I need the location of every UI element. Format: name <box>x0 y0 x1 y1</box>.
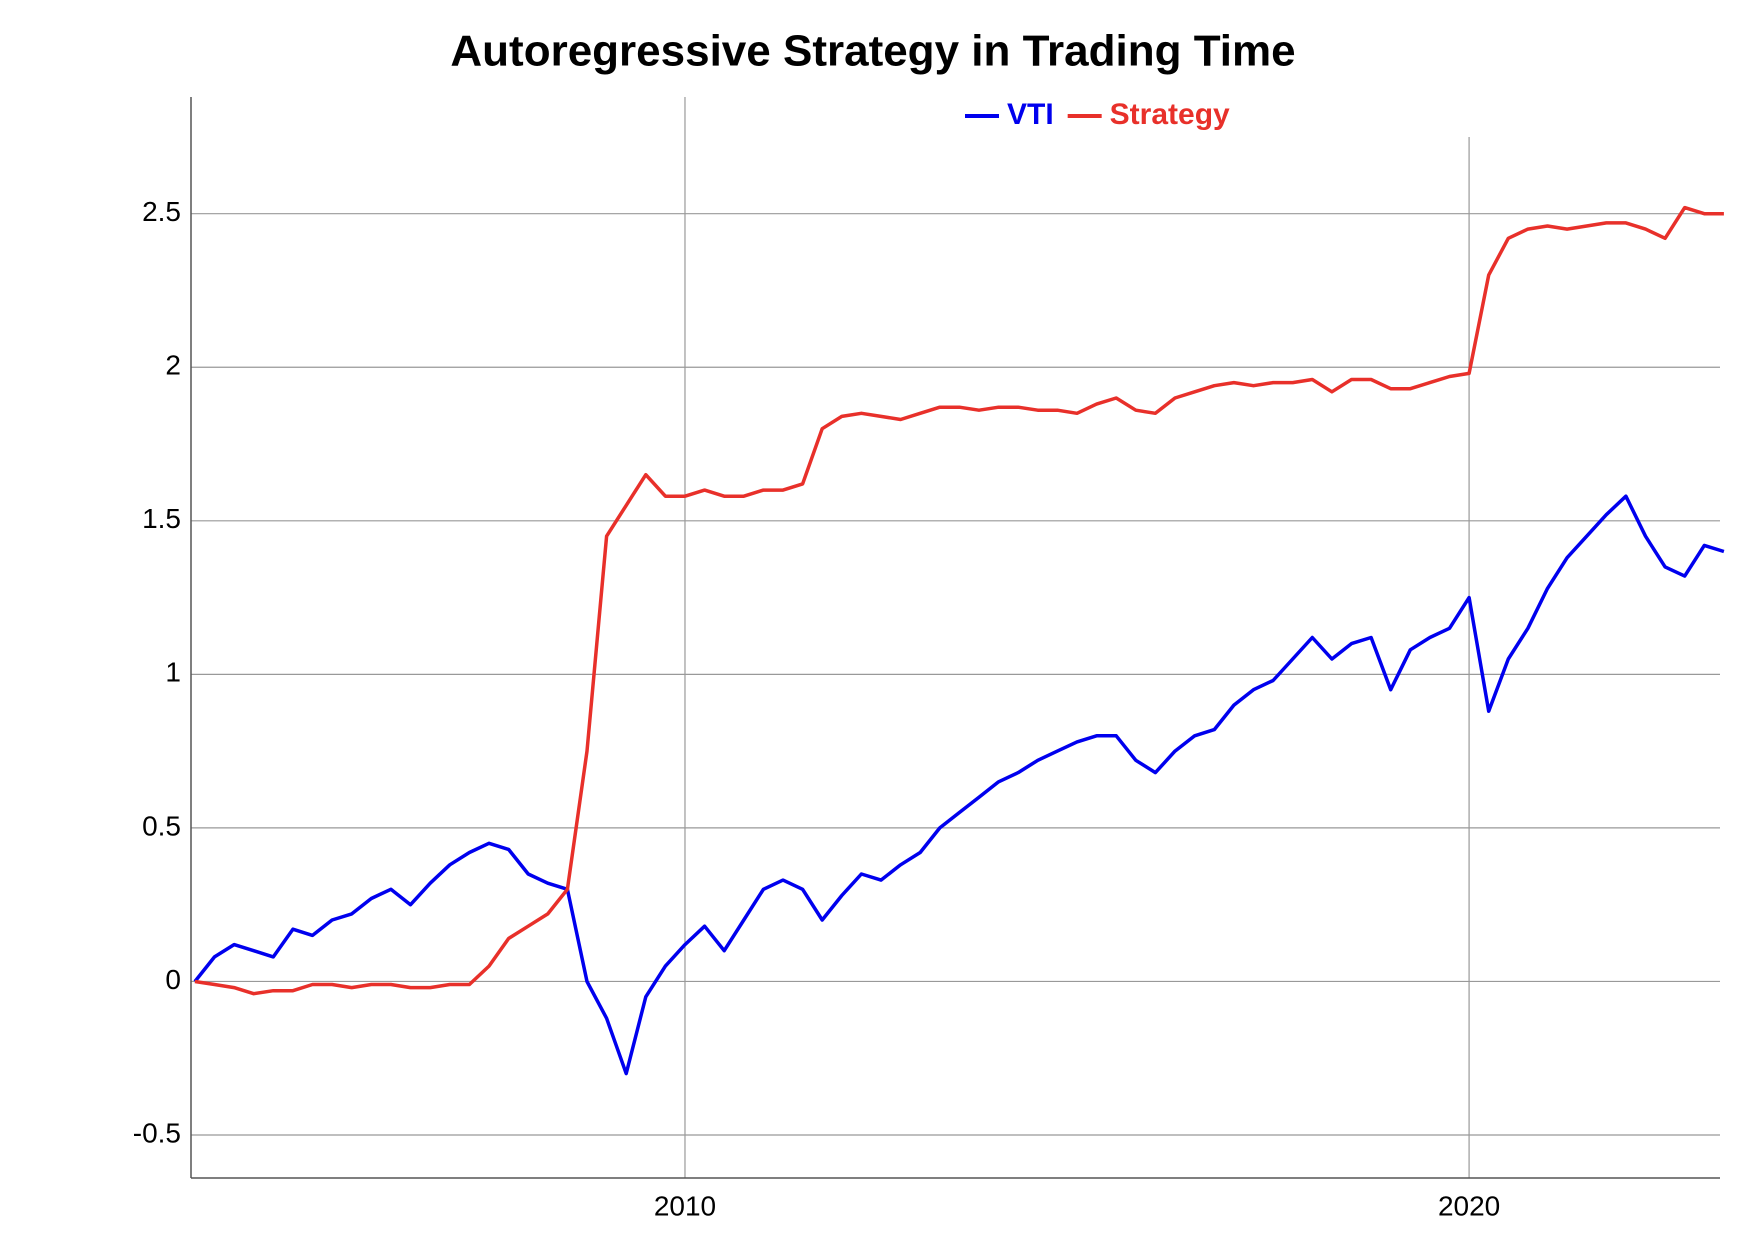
y-tick-label: -0.5 <box>133 1117 181 1148</box>
y-tick-label: 0.5 <box>142 810 181 841</box>
y-tick-label: 0 <box>165 964 181 995</box>
x-tick-label: 2020 <box>1438 1190 1500 1221</box>
legend-label: VTI <box>1007 98 1054 131</box>
y-tick-label: 1.5 <box>142 503 181 534</box>
y-tick-label: 2.5 <box>142 196 181 227</box>
series-line <box>193 494 1725 1076</box>
y-tick-label: 1 <box>165 657 181 688</box>
chart-title: Autoregressive Strategy in Trading Time <box>450 27 1295 76</box>
x-tick-label: 2010 <box>654 1190 716 1221</box>
legend: VTI Strategy <box>965 98 1230 131</box>
legend-label: Strategy <box>1110 98 1230 131</box>
y-tick-label: 2 <box>165 350 181 381</box>
series-line <box>194 205 1724 996</box>
